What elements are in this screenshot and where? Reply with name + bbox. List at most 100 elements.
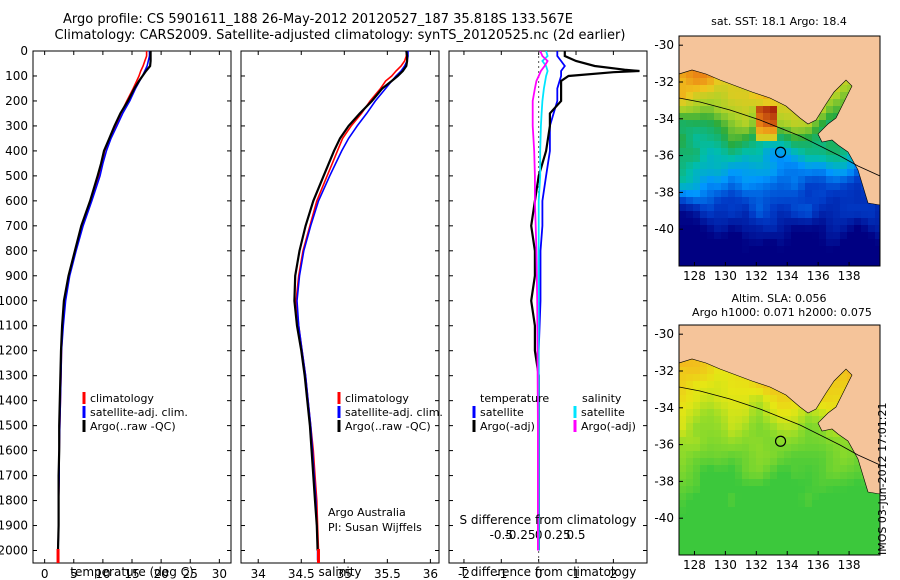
map-cell bbox=[714, 113, 722, 121]
map-cell bbox=[693, 71, 701, 79]
map-cell bbox=[686, 360, 694, 368]
map-cell bbox=[777, 479, 785, 487]
map-cell bbox=[854, 535, 862, 543]
s-tick-label: 0.5 bbox=[566, 528, 585, 542]
y-tick-label: -32 bbox=[654, 364, 674, 378]
map-cell bbox=[819, 190, 827, 198]
map-cell bbox=[742, 218, 750, 226]
map-cell bbox=[700, 507, 708, 515]
map-cell bbox=[707, 197, 715, 205]
map-cell bbox=[693, 120, 701, 128]
map-cell bbox=[679, 92, 687, 100]
map-cell bbox=[756, 239, 764, 247]
map-cell bbox=[693, 528, 701, 536]
map-cell bbox=[784, 507, 792, 515]
map-cell bbox=[826, 437, 834, 445]
map-cell bbox=[819, 204, 827, 212]
map-cell bbox=[847, 183, 855, 191]
map-cell bbox=[686, 416, 694, 424]
map-cell bbox=[700, 514, 708, 522]
map-cell bbox=[728, 239, 736, 247]
map-cell bbox=[784, 183, 792, 191]
map-cell bbox=[686, 204, 694, 212]
map-cell bbox=[749, 204, 757, 212]
map-cell bbox=[728, 374, 736, 382]
map-cell bbox=[826, 388, 834, 396]
map-cell bbox=[735, 120, 743, 128]
map-cell bbox=[826, 451, 834, 459]
map-cell bbox=[833, 106, 841, 114]
map-cell bbox=[721, 493, 729, 501]
map-cell bbox=[693, 92, 701, 100]
map-cell bbox=[714, 78, 722, 86]
map-cell bbox=[875, 507, 880, 515]
map-cell bbox=[861, 528, 869, 536]
map-cell bbox=[826, 197, 834, 205]
map-cell bbox=[826, 176, 834, 184]
land-mass bbox=[679, 325, 880, 495]
map-cell bbox=[826, 211, 834, 219]
map-cell bbox=[749, 444, 757, 452]
map-cell bbox=[714, 190, 722, 198]
map-cell bbox=[728, 113, 736, 121]
map-cell bbox=[840, 521, 848, 529]
map-cell bbox=[875, 549, 880, 555]
map-cell bbox=[707, 190, 715, 198]
map-cell bbox=[679, 246, 687, 254]
map-cell bbox=[763, 239, 771, 247]
map-cell bbox=[742, 190, 750, 198]
map-cell bbox=[679, 204, 687, 212]
map-cell bbox=[728, 486, 736, 494]
map-cell bbox=[784, 486, 792, 494]
map-cell bbox=[777, 451, 785, 459]
map-cell bbox=[756, 486, 764, 494]
map-cell bbox=[847, 204, 855, 212]
map-cell bbox=[777, 204, 785, 212]
map-cell bbox=[721, 183, 729, 191]
map-cell bbox=[819, 451, 827, 459]
map-cell bbox=[826, 465, 834, 473]
map-cell bbox=[861, 486, 869, 494]
map-cell bbox=[749, 99, 757, 107]
map-cell bbox=[742, 465, 750, 473]
map-cell bbox=[784, 141, 792, 149]
map-cell bbox=[819, 430, 827, 438]
map-cell bbox=[763, 416, 771, 424]
map-cell bbox=[826, 190, 834, 198]
map-cell bbox=[812, 204, 820, 212]
map-cell bbox=[763, 162, 771, 170]
map-cell bbox=[749, 239, 757, 247]
map-cell bbox=[728, 465, 736, 473]
map-cell bbox=[742, 472, 750, 480]
map-cell bbox=[742, 92, 750, 100]
map-cell bbox=[826, 183, 834, 191]
map-cell bbox=[826, 521, 834, 529]
map-cell bbox=[742, 535, 750, 543]
y-tick-label: 1200 bbox=[0, 344, 28, 358]
map-cell bbox=[728, 253, 736, 261]
map-cell bbox=[735, 253, 743, 261]
map-cell bbox=[707, 162, 715, 170]
map-cell bbox=[791, 211, 799, 219]
map-cell bbox=[686, 479, 694, 487]
map-cell bbox=[826, 253, 834, 261]
map-cell bbox=[707, 141, 715, 149]
map-cell bbox=[840, 253, 848, 261]
map-cell bbox=[770, 514, 778, 522]
map-cell bbox=[679, 381, 687, 389]
map-cell bbox=[728, 204, 736, 212]
map-cell bbox=[714, 395, 722, 403]
map-cell bbox=[742, 260, 750, 266]
map-cell bbox=[833, 246, 841, 254]
x-tick-label: 130 bbox=[714, 269, 737, 283]
map-cell bbox=[742, 162, 750, 170]
map-cell bbox=[763, 465, 771, 473]
map-cell bbox=[728, 218, 736, 226]
map-cell bbox=[777, 120, 785, 128]
map-cell bbox=[693, 465, 701, 473]
map-cell bbox=[847, 246, 855, 254]
map-cell bbox=[679, 134, 687, 142]
map-cell bbox=[854, 500, 862, 508]
map-cell bbox=[840, 218, 848, 226]
map-cell bbox=[868, 514, 876, 522]
